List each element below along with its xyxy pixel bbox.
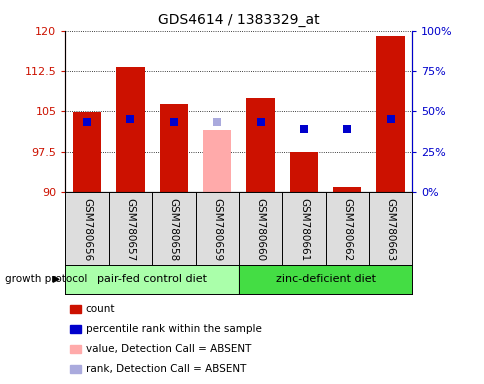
Text: GSM780658: GSM780658	[168, 198, 179, 261]
Bar	[116, 67, 144, 192]
Bar	[289, 152, 318, 192]
Text: GSM780660: GSM780660	[255, 198, 265, 261]
Text: GSM780657: GSM780657	[125, 198, 135, 261]
Text: GSM780662: GSM780662	[342, 198, 351, 261]
Text: GSM780661: GSM780661	[298, 198, 308, 261]
Text: GSM780659: GSM780659	[212, 198, 222, 261]
Text: GSM780663: GSM780663	[385, 198, 395, 261]
Bar	[246, 98, 274, 192]
Text: value, Detection Call = ABSENT: value, Detection Call = ABSENT	[86, 344, 251, 354]
Bar	[73, 113, 101, 192]
Bar	[238, 265, 411, 294]
Bar	[159, 104, 187, 192]
Text: count: count	[86, 304, 115, 314]
Bar	[333, 187, 361, 192]
Bar	[203, 130, 231, 192]
Text: rank, Detection Call = ABSENT: rank, Detection Call = ABSENT	[86, 364, 246, 374]
Bar	[376, 36, 404, 192]
Text: pair-fed control diet: pair-fed control diet	[97, 274, 207, 285]
Bar	[65, 265, 238, 294]
Text: zinc-deficient diet: zinc-deficient diet	[275, 274, 375, 285]
Title: GDS4614 / 1383329_at: GDS4614 / 1383329_at	[158, 13, 319, 27]
Text: growth protocol: growth protocol	[5, 274, 87, 285]
Text: percentile rank within the sample: percentile rank within the sample	[86, 324, 261, 334]
Text: GSM780656: GSM780656	[82, 198, 92, 261]
